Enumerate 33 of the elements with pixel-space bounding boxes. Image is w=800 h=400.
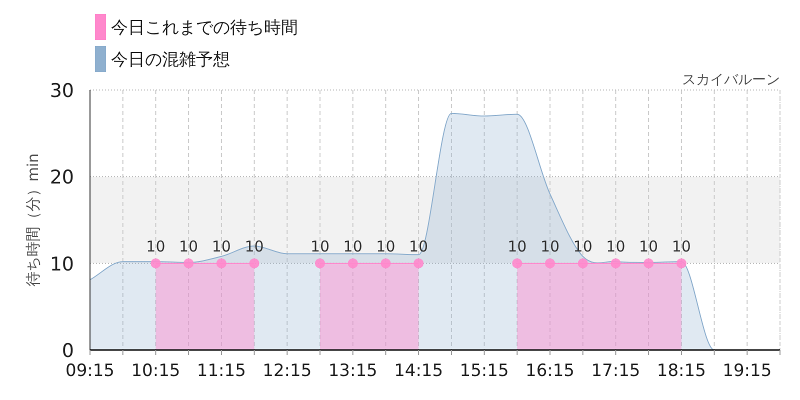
data-label: 10 — [376, 237, 396, 256]
x-tick-label: 15:15 — [460, 361, 509, 381]
chart-title: スカイバルーン — [682, 72, 780, 88]
y-tick-label: 0 — [62, 340, 74, 362]
x-tick-label: 09:15 — [66, 361, 114, 381]
data-label: 10 — [179, 237, 198, 256]
legend-label: 今日これまでの待ち時間 — [111, 18, 298, 38]
x-tick-label: 11:15 — [196, 361, 246, 381]
legend-label: 今日の混雑予想 — [111, 50, 230, 70]
y-tick-label: 10 — [50, 253, 74, 276]
x-tick-label: 10:15 — [131, 361, 180, 381]
data-label: 10 — [343, 237, 362, 256]
y-tick-label: 20 — [50, 166, 74, 189]
data-label: 10 — [244, 237, 264, 256]
x-tick-label: 12:15 — [262, 361, 312, 381]
data-label: 10 — [672, 237, 691, 256]
data-label: 10 — [409, 237, 428, 256]
data-label: 10 — [573, 237, 592, 256]
data-label: 10 — [639, 237, 658, 256]
x-tick-label: 14:15 — [394, 361, 444, 381]
x-tick-label: 19:15 — [722, 361, 772, 381]
data-label: 10 — [606, 237, 626, 256]
data-label: 10 — [212, 237, 231, 256]
x-tick-label: 17:15 — [591, 361, 640, 381]
data-label: 10 — [540, 237, 560, 256]
x-tick-label: 18:15 — [656, 361, 706, 381]
y-axis-title: 待ち時間（分）min — [24, 153, 42, 287]
x-tick-label: 13:15 — [328, 361, 378, 381]
data-label: 10 — [508, 237, 527, 256]
data-label: 10 — [310, 237, 330, 256]
data-label: 10 — [146, 237, 166, 256]
x-tick-label: 16:15 — [526, 361, 574, 381]
y-tick-label: 30 — [50, 80, 74, 102]
